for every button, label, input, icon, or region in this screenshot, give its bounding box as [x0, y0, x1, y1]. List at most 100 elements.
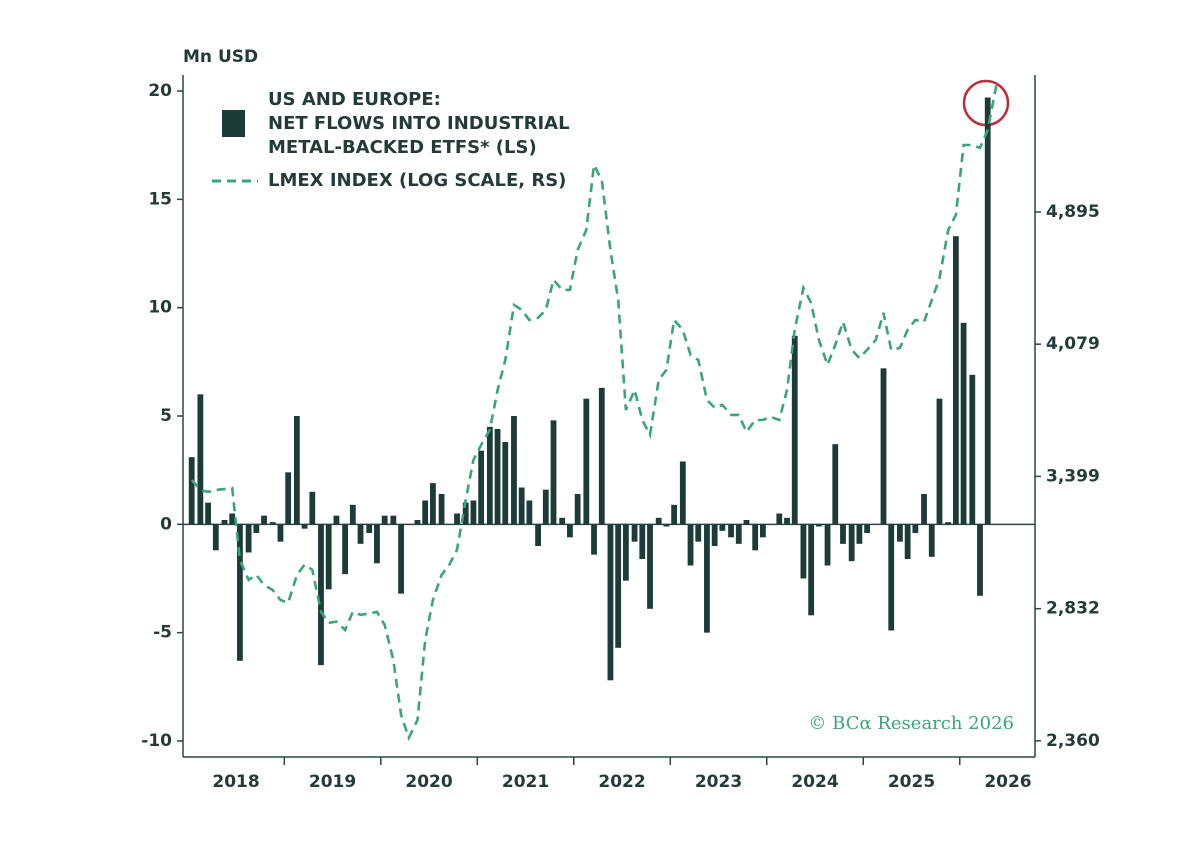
legend-swatch [222, 110, 245, 137]
bar [598, 387, 605, 525]
x-tick-label: 2021 [502, 772, 549, 792]
bar [309, 491, 316, 525]
bar [791, 335, 798, 525]
bar [494, 428, 501, 525]
bar [984, 97, 991, 525]
bar [221, 519, 228, 525]
bar [704, 524, 710, 633]
x-tick-label: 2018 [212, 772, 259, 792]
bar [212, 524, 219, 551]
bar [550, 420, 557, 525]
bar [559, 517, 566, 525]
bar [438, 493, 445, 525]
bar [897, 524, 903, 542]
bar [333, 515, 340, 525]
bar [921, 493, 927, 525]
x-tick-label: 2025 [888, 772, 935, 792]
bar [414, 519, 421, 525]
bar [711, 524, 718, 546]
bar [655, 517, 662, 525]
bar [357, 524, 364, 544]
y2-tick-label: 2,360 [1046, 731, 1100, 751]
bar [912, 524, 919, 533]
bar [188, 457, 195, 525]
bar [776, 513, 783, 525]
bar [743, 519, 750, 525]
bar [253, 524, 260, 533]
bar [671, 504, 678, 525]
bar [695, 524, 702, 542]
bar [800, 524, 807, 579]
bar [752, 524, 759, 551]
bar [229, 513, 236, 525]
bar [535, 524, 541, 546]
bar [574, 493, 581, 525]
bar [197, 394, 204, 525]
bar [374, 524, 380, 564]
y2-tick-label: 4,079 [1046, 334, 1100, 354]
x-tick-label: 2026 [984, 772, 1031, 792]
y-tick-label: -5 [153, 623, 172, 643]
bar [607, 524, 614, 681]
x-tick-label: 2024 [791, 772, 838, 792]
bar [325, 524, 332, 590]
bar [422, 500, 429, 525]
bar [583, 398, 590, 525]
bar [245, 524, 252, 553]
y2-tick-label: 3,399 [1046, 466, 1100, 486]
bar [815, 524, 822, 527]
y2-tick-label: 2,832 [1046, 599, 1100, 619]
y2-tick-label: 4,895 [1046, 202, 1100, 222]
bar [277, 524, 284, 542]
bar [591, 524, 597, 555]
bar [888, 524, 895, 631]
bar [261, 515, 267, 525]
bar [663, 524, 670, 527]
bar [735, 524, 742, 544]
legend-label: US AND EUROPE: [268, 89, 441, 110]
x-tick-label: 2022 [598, 772, 645, 792]
bar [366, 524, 373, 533]
bar [470, 500, 477, 525]
bar [462, 502, 469, 525]
bar [567, 524, 573, 538]
bar [952, 236, 959, 525]
bar [977, 524, 983, 596]
bar [615, 524, 622, 648]
x-tick-label: 2019 [309, 772, 356, 792]
bar [840, 524, 846, 544]
bar [349, 504, 356, 525]
y-tick-label: 5 [160, 406, 172, 426]
bar [687, 524, 694, 566]
bar [945, 522, 952, 525]
bar [293, 416, 300, 525]
bar [960, 322, 967, 525]
bar [301, 524, 308, 529]
bar [342, 524, 349, 575]
bar [904, 524, 911, 559]
bar [631, 524, 638, 542]
bar [381, 515, 388, 525]
bar [518, 487, 525, 525]
bar [205, 502, 211, 525]
bar [542, 489, 549, 525]
bar [760, 524, 766, 538]
x-tick-label: 2020 [405, 772, 452, 792]
bar [936, 398, 943, 525]
bar [526, 500, 533, 525]
bar [390, 515, 397, 525]
legend-label: METAL-BACKED ETFS* (LS) [268, 137, 537, 158]
bar [848, 524, 855, 562]
bar [318, 524, 324, 666]
bar [679, 461, 686, 525]
bar [928, 524, 935, 557]
bar [486, 426, 493, 525]
bar [864, 524, 871, 533]
bar [856, 524, 863, 544]
bar [478, 450, 485, 525]
bar [639, 524, 646, 559]
bar [285, 472, 292, 525]
source: © BCα Research 2026 [808, 713, 1014, 734]
